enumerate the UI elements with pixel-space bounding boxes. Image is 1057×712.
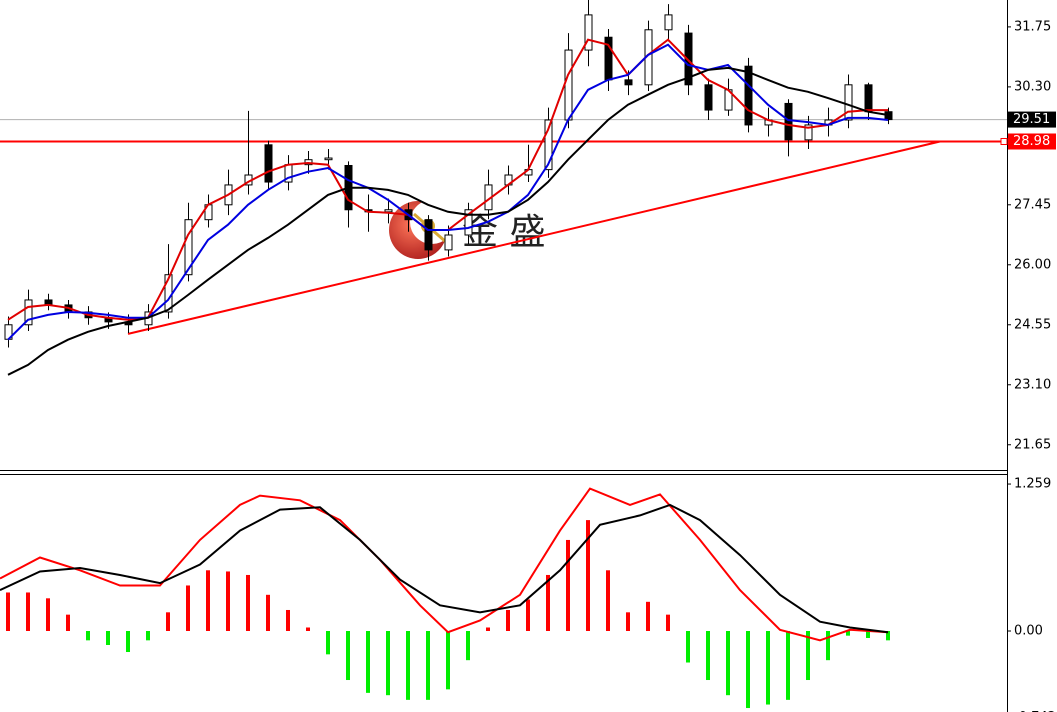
macd-bar	[166, 612, 170, 631]
y-tick-label: 24.55	[1014, 317, 1051, 332]
candle-body	[784, 102, 793, 141]
macd-bar	[46, 598, 50, 631]
candle-body	[584, 14, 593, 51]
y-tick-label: 0.00	[1014, 623, 1043, 638]
candle-body	[324, 157, 333, 161]
y-tick-label: 30.30	[1014, 79, 1051, 94]
macd-bar	[666, 614, 670, 631]
y-tick-label: -0.742	[1014, 710, 1056, 712]
macd-bar	[86, 630, 90, 641]
y-tick-label: 23.10	[1014, 377, 1051, 392]
macd-bar	[106, 630, 110, 646]
moving-average	[7, 66, 889, 376]
macd-bar	[746, 630, 750, 709]
line-price-marker	[1000, 137, 1008, 145]
candle-body	[884, 111, 893, 121]
macd-bar	[766, 630, 770, 705]
last-price-label: 29.51	[1013, 112, 1050, 127]
macd-bar	[686, 630, 690, 663]
candle-body	[844, 84, 853, 121]
candle-body	[864, 84, 873, 113]
macd-bar	[266, 594, 270, 631]
macd-bar	[226, 571, 230, 631]
candle-body	[564, 49, 573, 121]
y-tick-label: 27.45	[1014, 197, 1051, 212]
macd-bar	[886, 630, 890, 641]
macd-bar	[326, 630, 330, 655]
macd-bar	[286, 609, 290, 631]
candle-body	[744, 65, 753, 126]
moving-average	[7, 43, 889, 341]
y-tick-label: 1.259	[1014, 477, 1051, 492]
price-panel	[0, 0, 1007, 376]
trend-line	[127, 140, 941, 335]
line-price-label: 28.98	[1013, 134, 1050, 149]
macd-bar	[706, 630, 710, 681]
macd-bar	[486, 627, 490, 631]
macd-bar	[366, 630, 370, 693]
macd-bar	[466, 630, 470, 661]
macd-bar	[606, 570, 610, 631]
y-tick-label: 21.65	[1014, 437, 1051, 452]
macd-bar	[386, 630, 390, 696]
macd-bar	[806, 630, 810, 681]
macd-bar	[506, 609, 510, 631]
candle-body	[804, 124, 813, 141]
candle-body	[184, 219, 193, 276]
macd-bar	[26, 592, 30, 631]
macd-bar	[826, 630, 830, 661]
macd-bar	[566, 539, 570, 631]
candle-body	[464, 209, 473, 236]
macd-bar	[446, 630, 450, 690]
macd-bar	[426, 630, 430, 700]
candle-body	[624, 79, 633, 86]
macd-bar	[406, 630, 410, 700]
candle-body	[384, 209, 393, 213]
y-tick-label: 31.75	[1014, 19, 1051, 34]
candle-body	[24, 299, 33, 326]
macd-bar	[626, 612, 630, 631]
macd-bar	[786, 630, 790, 700]
macd-bar	[846, 630, 850, 636]
macd-bar	[186, 585, 190, 631]
candle-body	[544, 119, 553, 171]
candle-body	[704, 84, 713, 111]
macd-bar	[126, 630, 130, 653]
line-price-tag	[1008, 133, 1056, 150]
macd-bar	[726, 630, 730, 696]
candle-body	[424, 219, 433, 251]
macd-bar	[866, 630, 870, 638]
watermark-text: 金 盛	[462, 212, 545, 253]
macd-line	[0, 487, 889, 642]
macd-bar	[346, 630, 350, 681]
macd-bar	[586, 520, 590, 631]
y-tick-label: 26.00	[1014, 257, 1051, 272]
macd-bar	[6, 592, 10, 631]
macd-bar	[206, 570, 210, 631]
last-price-tag	[1008, 111, 1056, 128]
macd-panel	[0, 487, 890, 709]
candle-body	[264, 144, 273, 183]
macd-line	[0, 503, 889, 634]
candle-body	[444, 234, 453, 251]
candle-body	[664, 14, 673, 31]
macd-bar	[146, 630, 150, 641]
macd-bar	[306, 627, 310, 631]
macd-bar	[246, 574, 250, 631]
macd-bar	[546, 574, 550, 631]
macd-bar	[526, 599, 530, 631]
candle-body	[684, 32, 693, 86]
macd-bar	[66, 614, 70, 631]
macd-bar	[646, 601, 650, 631]
